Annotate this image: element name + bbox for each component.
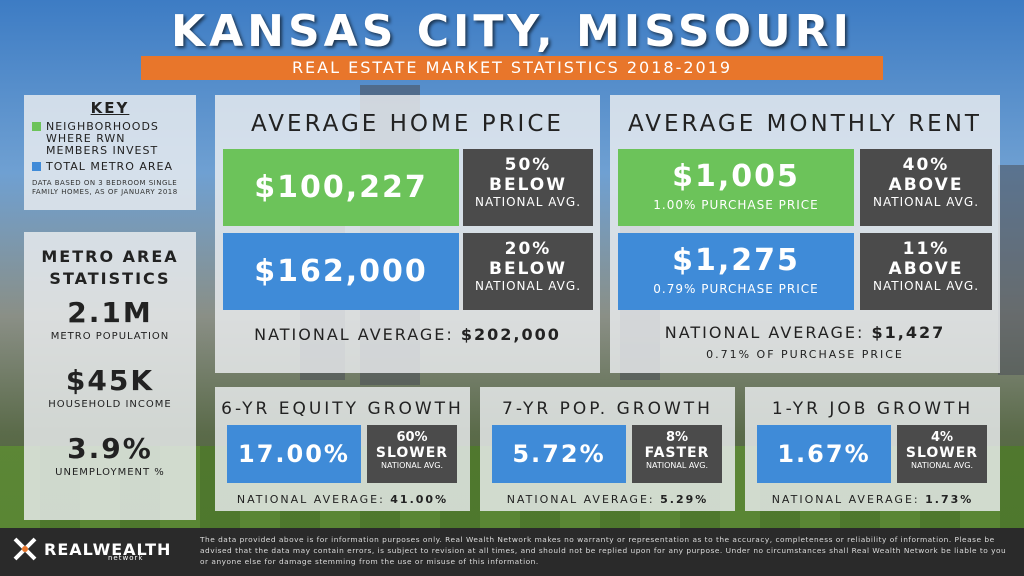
pop-growth-panel: 7-YR POP. GROWTH 5.72% 8% FASTER NATIONA… [480, 387, 735, 511]
job-value: 1.67% [777, 440, 871, 468]
metro-heading: METRO AREA STATISTICS [41, 247, 179, 288]
compare-direction: SLOWER [905, 445, 979, 461]
national-label: NATIONAL AVERAGE: [254, 325, 454, 344]
national-label: NATIONAL AVERAGE: [771, 493, 920, 506]
national-value: 5.29% [660, 493, 709, 506]
rent-rwn-value: $1,005 [672, 159, 800, 194]
job-growth-panel: 1-YR JOB GROWTH 1.67% 4% SLOWER NATIONAL… [745, 387, 1000, 511]
home-price-heading: AVERAGE HOME PRICE [251, 111, 564, 137]
household-income-value: $45K [65, 364, 155, 397]
metro-stats-panel: METRO AREA STATISTICS 2.1M METRO POPULAT… [24, 232, 196, 520]
compare-direction: SLOWER [375, 445, 449, 461]
compare-national: NATIONAL AVG. [872, 195, 980, 209]
compare-pct: 8% [665, 430, 689, 445]
rent-heading: AVERAGE MONTHLY RENT [628, 111, 982, 137]
compare-pct: 11% [902, 239, 950, 259]
footer: REALWEALTH network The data provided abo… [0, 528, 1024, 576]
skyline-building [998, 165, 1024, 375]
national-label: NATIONAL AVERAGE: [236, 493, 385, 506]
key-green-row: NEIGHBORHOODS WHERE RWN MEMBERS INVEST [32, 121, 188, 157]
realwealth-logo: REALWEALTH network [12, 536, 171, 562]
equity-panel: 6-YR EQUITY GROWTH 17.00% 60% SLOWER NAT… [215, 387, 470, 511]
equity-value: 17.00% [238, 440, 350, 468]
blue-swatch [32, 162, 41, 171]
compare-pct: 40% [902, 155, 950, 175]
key-note: DATA BASED ON 3 BEDROOM SINGLE FAMILY HO… [32, 179, 178, 196]
home-price-national: NATIONAL AVERAGE: $202,000 [215, 325, 600, 344]
rent-metro-sub: 0.79% PURCHASE PRICE [653, 282, 819, 296]
pop-value: 5.72% [512, 440, 606, 468]
national-value: 41.00% [390, 493, 449, 506]
rent-national-sub: 0.71% OF PURCHASE PRICE [706, 348, 904, 361]
rent-metro-box: $1,275 0.79% PURCHASE PRICE [618, 233, 854, 310]
home-price-rwn-box: $100,227 [223, 149, 459, 226]
compare-pct: 50% [504, 155, 552, 175]
rent-panel: AVERAGE MONTHLY RENT $1,005 1.00% PURCHA… [610, 95, 1000, 373]
compare-national: NATIONAL AVG. [645, 461, 708, 470]
compare-national: NATIONAL AVG. [872, 279, 980, 293]
key-panel: KEY NEIGHBORHOODS WHERE RWN MEMBERS INVE… [24, 95, 196, 210]
equity-national: NATIONAL AVERAGE: 41.00% [215, 493, 470, 506]
compare-direction: ABOVE [888, 259, 964, 279]
pop-heading: 7-YR POP. GROWTH [502, 399, 713, 419]
metro-population-label: METRO POPULATION [50, 331, 170, 342]
disclaimer: The data provided above is for informati… [200, 535, 1007, 566]
unemployment-value: 3.9% [67, 432, 153, 465]
compare-direction: BELOW [489, 259, 567, 279]
compare-direction: ABOVE [888, 175, 964, 195]
page-title: KANSAS CITY, MISSOURI [171, 6, 853, 57]
green-swatch [32, 122, 41, 131]
rent-rwn-compare: 40% ABOVE NATIONAL AVG. [860, 149, 992, 226]
job-national: NATIONAL AVERAGE: 1.73% [745, 493, 1000, 506]
equity-compare: 60% SLOWER NATIONAL AVG. [367, 425, 457, 483]
national-value: $202,000 [460, 325, 561, 344]
rwn-logo-icon [13, 537, 37, 561]
compare-national: NATIONAL AVG. [474, 195, 582, 209]
rent-national: NATIONAL AVERAGE: $1,427 [610, 323, 1000, 342]
compare-pct: 60% [396, 430, 428, 445]
rent-rwn-box: $1,005 1.00% PURCHASE PRICE [618, 149, 854, 226]
job-value-box: 1.67% [757, 425, 891, 483]
key-heading: KEY [90, 99, 130, 117]
rent-rwn-sub: 1.00% PURCHASE PRICE [653, 198, 819, 212]
key-blue-row: TOTAL METRO AREA [32, 161, 188, 173]
job-compare: 4% SLOWER NATIONAL AVG. [897, 425, 987, 483]
national-value: 1.73% [925, 493, 974, 506]
national-label: NATIONAL AVERAGE: [664, 323, 865, 342]
equity-heading: 6-YR EQUITY GROWTH [221, 399, 464, 419]
pop-value-box: 5.72% [492, 425, 626, 483]
compare-pct: 4% [930, 430, 954, 445]
national-label: NATIONAL AVERAGE: [506, 493, 655, 506]
national-value: $1,427 [871, 323, 946, 342]
rent-metro-compare: 11% ABOVE NATIONAL AVG. [860, 233, 992, 310]
compare-national: NATIONAL AVG. [474, 279, 582, 293]
home-price-metro-compare: 20% BELOW NATIONAL AVG. [463, 233, 593, 310]
logo-text: REALWEALTH [44, 539, 172, 559]
rent-metro-value: $1,275 [672, 243, 800, 278]
page-subtitle: REAL ESTATE MARKET STATISTICS 2018-2019 [141, 56, 883, 80]
household-income-label: HOUSEHOLD INCOME [48, 399, 172, 410]
compare-direction: FASTER [644, 445, 710, 461]
compare-direction: BELOW [489, 175, 567, 195]
unemployment-label: UNEMPLOYMENT % [55, 467, 165, 478]
job-heading: 1-YR JOB GROWTH [771, 399, 974, 419]
compare-national: NATIONAL AVG. [910, 461, 973, 470]
key-blue-label: TOTAL METRO AREA [46, 160, 173, 173]
pop-compare: 8% FASTER NATIONAL AVG. [632, 425, 722, 483]
metro-population-value: 2.1M [67, 296, 153, 329]
home-price-rwn-value: $100,227 [254, 170, 428, 205]
home-price-rwn-compare: 50% BELOW NATIONAL AVG. [463, 149, 593, 226]
compare-pct: 20% [504, 239, 552, 259]
home-price-metro-value: $162,000 [254, 254, 428, 289]
pop-national: NATIONAL AVERAGE: 5.29% [480, 493, 735, 506]
home-price-panel: AVERAGE HOME PRICE $100,227 50% BELOW NA… [215, 95, 600, 373]
equity-value-box: 17.00% [227, 425, 361, 483]
home-price-metro-box: $162,000 [223, 233, 459, 310]
key-green-label: NEIGHBORHOODS WHERE RWN MEMBERS INVEST [46, 120, 159, 157]
logo-sub: network [108, 554, 144, 562]
compare-national: NATIONAL AVG. [380, 461, 443, 470]
